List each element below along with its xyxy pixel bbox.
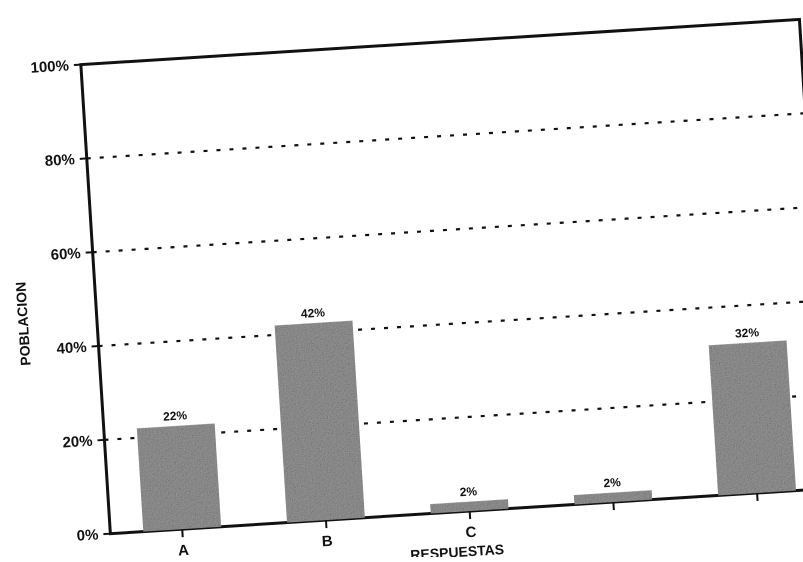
bar bbox=[137, 424, 221, 532]
data-label: 2% bbox=[459, 484, 478, 499]
bar bbox=[275, 321, 365, 523]
x-tick-mark bbox=[470, 511, 471, 519]
grid-line bbox=[99, 301, 803, 346]
grid-line bbox=[93, 207, 803, 252]
data-label: 42% bbox=[300, 305, 325, 321]
grid-line bbox=[87, 113, 803, 158]
bars-layer bbox=[131, 294, 797, 540]
y-tick-label: 20% bbox=[62, 433, 93, 452]
data-label: 32% bbox=[735, 325, 760, 341]
x-tick-mark bbox=[613, 502, 614, 510]
data-label: 2% bbox=[603, 475, 622, 490]
x-tick-mark bbox=[757, 493, 758, 501]
x-tick-label: A bbox=[178, 542, 190, 557]
x-tick-label: C bbox=[465, 524, 477, 542]
y-tick-label: 60% bbox=[50, 245, 81, 264]
y-tick-label: 80% bbox=[44, 151, 75, 170]
x-axis-title: RESPUESTAS bbox=[410, 541, 505, 557]
data-label: 22% bbox=[163, 408, 188, 424]
bar bbox=[709, 340, 796, 495]
y-axis-title: POBLACION bbox=[12, 281, 33, 366]
y-tick-label: 0% bbox=[76, 526, 99, 544]
y-tick-label: 40% bbox=[56, 339, 87, 358]
x-tick-mark bbox=[182, 529, 183, 537]
x-tick-mark bbox=[326, 520, 327, 528]
x-tick-label: B bbox=[321, 533, 333, 551]
y-tick-label: 100% bbox=[30, 57, 69, 76]
